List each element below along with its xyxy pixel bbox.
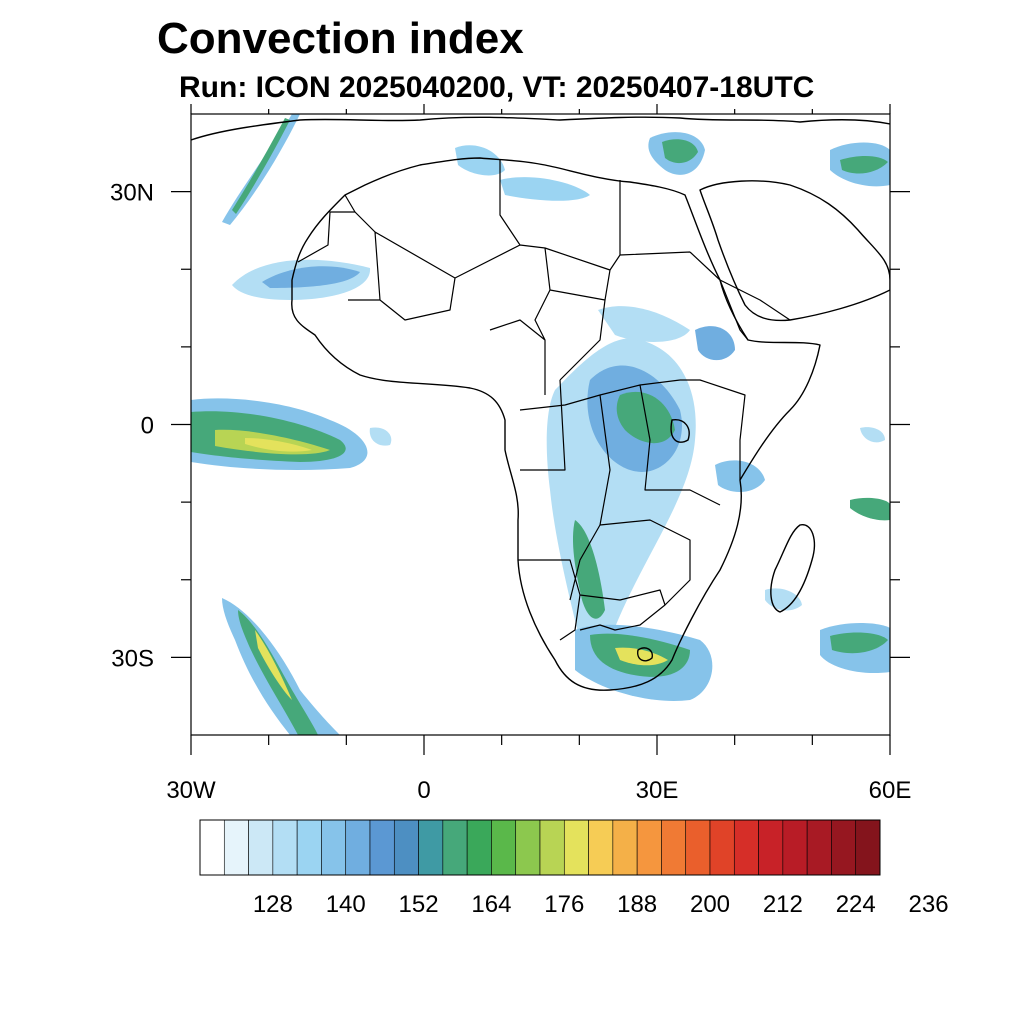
lon-tick-label: 0	[417, 777, 430, 804]
lon-tick-label: 30E	[636, 777, 679, 804]
colorbar-swatch	[515, 819, 541, 876]
colorbar-swatch	[709, 819, 735, 876]
colorbar-swatch	[782, 819, 808, 876]
colorbar-label: 128	[253, 891, 293, 918]
colorbar-swatch	[296, 819, 322, 876]
colorbar-label: 140	[326, 891, 366, 918]
lat-tick-label: 30S	[111, 645, 154, 672]
colorbar-label: 200	[690, 891, 730, 918]
coastlines-and-borders	[191, 116, 890, 691]
colorbar-swatch	[272, 819, 298, 876]
madagascar-coastline	[770, 524, 816, 613]
lesotho-border	[637, 647, 653, 662]
lon-tick-label: 30W	[166, 777, 216, 804]
colorbar	[199, 819, 881, 876]
colorbar-swatch	[393, 819, 419, 876]
colorbar-swatch	[345, 819, 371, 876]
colorbar-label: 164	[471, 891, 511, 918]
colorbar-swatch	[563, 819, 589, 876]
colorbar-label: 188	[617, 891, 657, 918]
colorbar-swatch	[248, 819, 274, 876]
colorbar-swatch	[442, 819, 468, 876]
lake-victoria	[670, 419, 690, 443]
colorbar-swatch	[661, 819, 687, 876]
axis-tick-labels: 30N 0 30S 30W 0 30E 60E	[110, 180, 911, 804]
lat-tick-label: 30N	[110, 180, 154, 207]
arabia-coastline	[699, 180, 890, 322]
colorbar-frame	[199, 819, 881, 876]
colorbar-swatch	[685, 819, 711, 876]
colorbar-swatch	[223, 819, 249, 876]
colorbar-label: 212	[763, 891, 803, 918]
colorbar-swatch	[418, 819, 444, 876]
colorbar-label: 152	[399, 891, 439, 918]
country-borders	[297, 160, 791, 641]
lon-tick-label: 60E	[869, 777, 912, 804]
map-subtitle: Run: ICON 2025040200, VT: 20250407-18UTC	[179, 71, 815, 104]
colorbar-swatch	[369, 819, 395, 876]
colorbar-swatch	[636, 819, 662, 876]
colorbar-swatch	[539, 819, 565, 876]
colorbar-swatch	[199, 819, 225, 876]
lat-tick-label: 0	[141, 413, 154, 440]
colorbar-label: 176	[544, 891, 584, 918]
colorbar-swatch	[612, 819, 638, 876]
europe-coastline	[191, 116, 890, 141]
colorbar-swatch	[733, 819, 759, 876]
colorbar-swatch	[588, 819, 614, 876]
colorbar-labels: 128 140 152 164 176 188 200 212 224 236	[253, 891, 949, 918]
colorbar-swatch	[491, 819, 517, 876]
map-title: Convection index	[157, 14, 524, 63]
convection-shading	[191, 114, 890, 735]
axis-ticks	[171, 104, 910, 755]
colorbar-label: 236	[909, 891, 949, 918]
colorbar-swatch	[806, 819, 832, 876]
colorbar-swatch	[831, 819, 857, 876]
africa-coastline	[291, 157, 821, 691]
colorbar-swatch	[855, 819, 881, 876]
colorbar-swatch	[321, 819, 347, 876]
colorbar-label: 224	[836, 891, 876, 918]
colorbar-swatch	[758, 819, 784, 876]
colorbar-swatch	[466, 819, 492, 876]
